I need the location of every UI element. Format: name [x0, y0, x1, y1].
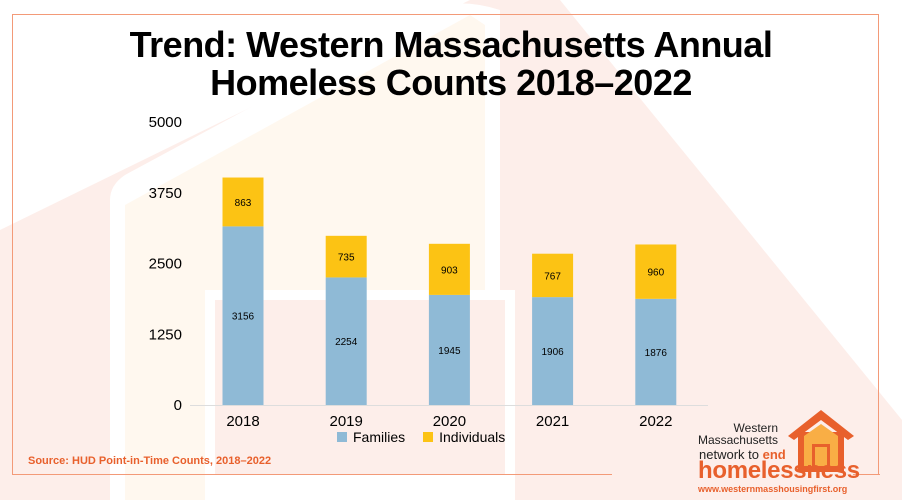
data-label: 735	[338, 253, 355, 264]
x-tick-label: 2020	[433, 413, 466, 430]
logo-line-3a: network to	[699, 447, 763, 462]
logo-line-2: Massachusetts	[697, 433, 778, 447]
data-label: 767	[544, 271, 561, 282]
bar-individuals-2021	[532, 253, 574, 298]
y-tick-label: 0	[174, 397, 182, 414]
y-tick-label: 5000	[149, 114, 182, 131]
title-line-2: Homeless Counts 2018–2022	[210, 62, 692, 103]
y-tick-label: 3750	[149, 185, 182, 202]
bar-individuals-2020	[428, 243, 470, 295]
y-tick-label: 1250	[149, 326, 182, 343]
bar-families-2020	[428, 294, 470, 405]
bar-individuals-2019	[325, 235, 367, 278]
title-line-1: Trend: Western Massachusetts Annual	[129, 24, 773, 65]
frame-border	[12, 14, 879, 475]
data-label: 903	[441, 265, 458, 276]
data-label: 960	[647, 268, 664, 279]
logo-region-text: Western Massachusetts	[698, 422, 778, 446]
logo-tagline: network to end	[699, 447, 786, 462]
x-tick-label: 2019	[330, 413, 363, 430]
logo-url: www.westernmasshousingfirst.org	[698, 484, 848, 494]
frame-border-bottom	[12, 474, 612, 475]
house-logo-icon	[788, 410, 854, 472]
legend: Families Individuals	[337, 429, 505, 445]
bar-individuals-2022	[635, 244, 677, 299]
x-tick-label: 2022	[639, 413, 672, 430]
logo-line-1: Western	[733, 421, 778, 435]
y-tick-label: 2500	[149, 256, 182, 273]
legend-families: Families	[337, 429, 405, 445]
data-label: 3156	[232, 312, 255, 323]
bar-families-2022	[635, 298, 677, 405]
data-label: 863	[235, 198, 252, 209]
data-label: 1906	[541, 347, 564, 358]
frame-border-bottom-right	[853, 474, 880, 475]
chart-title: Trend: Western Massachusetts Annual Home…	[0, 26, 902, 102]
data-label: 1945	[438, 346, 461, 357]
legend-swatch-families	[337, 432, 347, 442]
source-note: Source: HUD Point-in-Time Counts, 2018–2…	[28, 455, 272, 467]
bar-families-2019	[325, 277, 367, 405]
organization-logo: Western Massachusetts network to end hom…	[696, 408, 896, 498]
logo-line-3b: end	[762, 447, 786, 462]
data-label: 2254	[335, 337, 358, 348]
legend-individuals: Individuals	[423, 429, 505, 445]
legend-label-individuals: Individuals	[439, 429, 506, 445]
bar-families-2021	[532, 297, 574, 405]
bar-individuals-2018	[222, 177, 264, 227]
legend-label-families: Families	[353, 429, 406, 445]
x-tick-label: 2021	[536, 413, 569, 430]
legend-swatch-individuals	[423, 432, 434, 442]
bar-families-2018	[222, 226, 264, 405]
x-tick-label: 2018	[226, 413, 259, 430]
data-label: 1876	[645, 348, 668, 359]
logo-wordmark: homelessness	[698, 457, 860, 484]
